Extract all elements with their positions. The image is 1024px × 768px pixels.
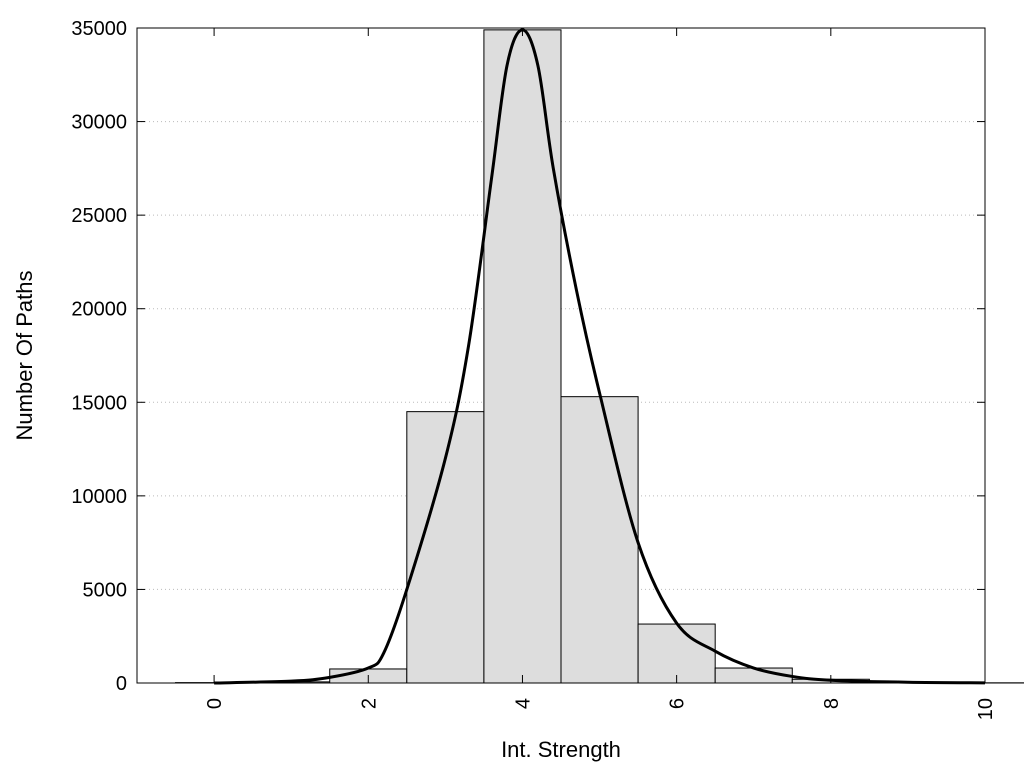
x-tick-label-10: 10: [975, 698, 997, 720]
bar-4: [483, 29, 562, 684]
x-tick-label-0: 0: [204, 698, 226, 709]
x-tick-label-2: 2: [358, 698, 380, 709]
y-axis-label: Number Of Paths: [12, 271, 37, 441]
histogram-bars: [175, 29, 1024, 684]
x-tick-label-4: 4: [512, 698, 534, 709]
bar-5: [560, 396, 639, 684]
y-tick-label-20000: 20000: [71, 299, 127, 321]
fit-curve: [214, 28, 986, 685]
fit-curve-layer: [214, 28, 986, 685]
x-tick-label-6: 6: [667, 698, 689, 709]
y-tick-label-35000: 35000: [71, 18, 127, 40]
y-tick-label-5000: 5000: [83, 579, 128, 601]
plot-frame: [136, 27, 986, 684]
y-tick-label-25000: 25000: [71, 205, 127, 227]
y-tick-label-30000: 30000: [71, 112, 127, 134]
y-tick-label-0: 0: [116, 673, 127, 695]
y-tick-label-15000: 15000: [71, 392, 127, 414]
bar-6: [637, 623, 716, 684]
x-axis-label: Int. Strength: [501, 737, 621, 762]
y-tick-label-10000: 10000: [71, 486, 127, 508]
x-tick-label-8: 8: [821, 698, 843, 709]
axis-ticks: 0 5000 10000 15000 20000 25000 30000 35000 0 2 4 6 8…: [71, 18, 997, 720]
